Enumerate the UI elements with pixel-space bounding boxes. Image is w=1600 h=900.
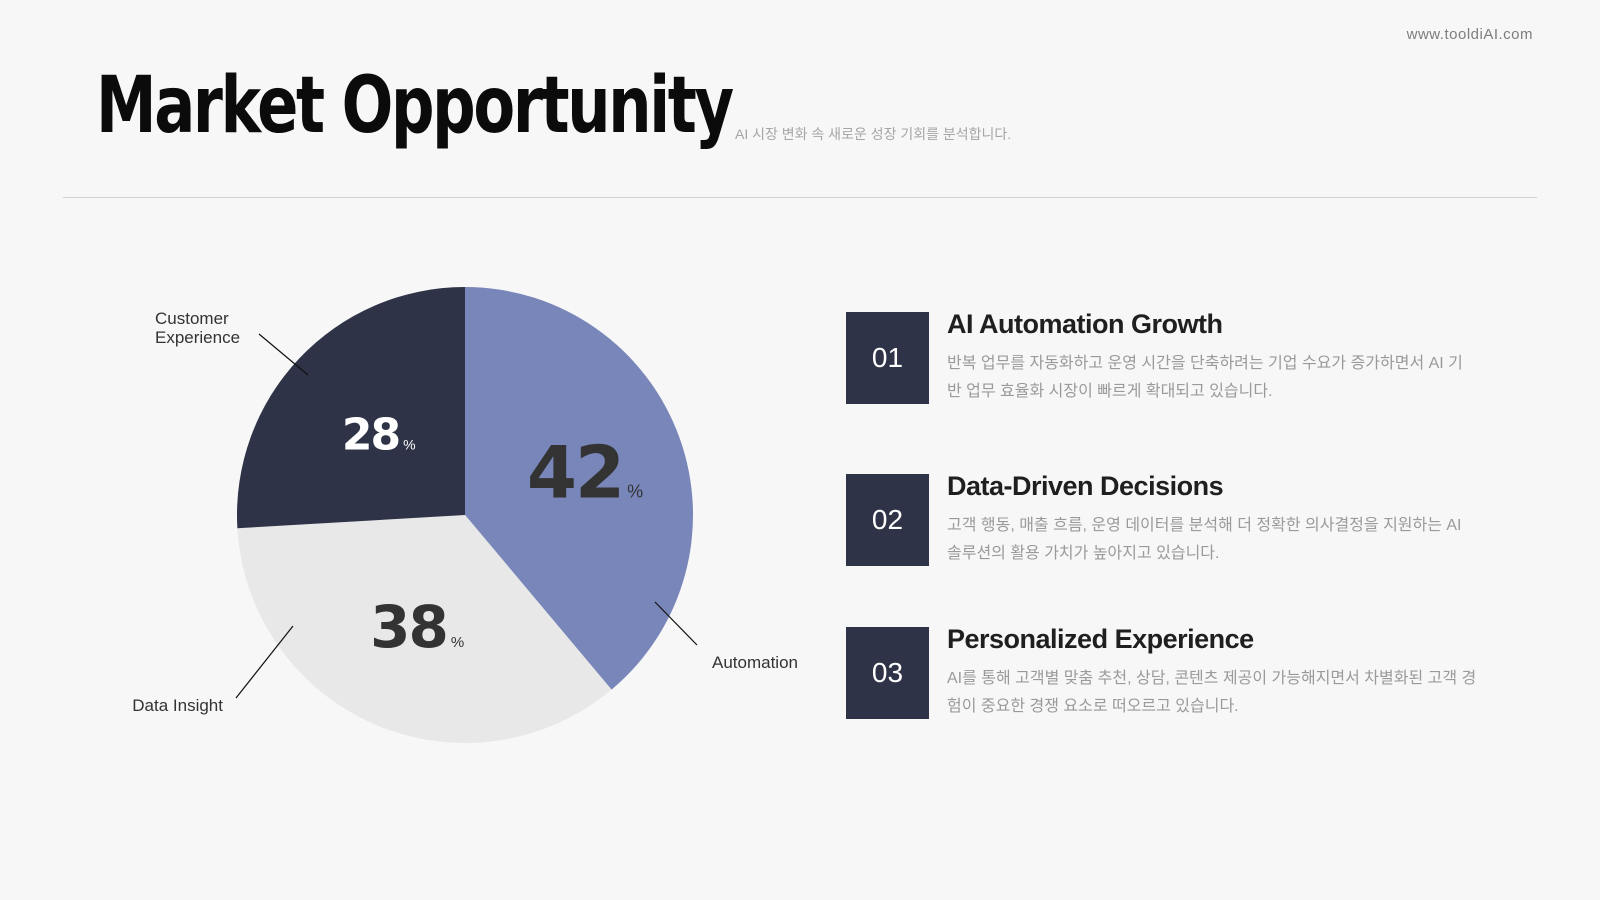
- pie-slice-automation: [465, 287, 693, 690]
- item-title: AI Automation Growth: [947, 309, 1223, 339]
- page-title: Market Opportunity: [96, 61, 734, 151]
- header-divider: [63, 197, 1537, 198]
- pie-value-label: 28%: [342, 409, 416, 460]
- site-url[interactable]: www.tooldiAI.com: [1406, 26, 1533, 43]
- pie-category-label: Automation: [712, 653, 798, 672]
- item-number-badge: 03: [846, 627, 929, 719]
- market-share-pie-chart: 42 % 38 % 28% Automation Data Insight Customer…: [132, 287, 798, 743]
- item-description: AI를 통해 고객별 맞춤 추천, 상담, 콘텐츠 제공이 가능해지면서 차별화…: [947, 670, 1477, 715]
- pie-category-label: Data Insight: [132, 696, 223, 715]
- pie-category-label: Customer Experience: [155, 309, 240, 347]
- pie-slice-data-insight: [237, 515, 612, 743]
- item-number-badge: 02: [846, 474, 929, 566]
- item-description: 반복 업무를 자동화하고 운영 시간을 단축하려는 기업 수요가 증가하면서 A…: [947, 355, 1463, 400]
- pie-value-label: 38%: [370, 593, 464, 661]
- pie-leader-line: [654, 601, 698, 646]
- opportunity-item-2: 02 Data-Driven Decisions 고객 행동, 매출 흐름, 운…: [846, 471, 1486, 569]
- page-subtitle: AI 시장 변화 속 새로운 성장 기회를 분석합니다.: [735, 126, 1012, 142]
- opportunity-item-1: 01 AI Automation Growth 반복 업무를 자동화하고 운영 …: [846, 309, 1486, 407]
- pie-leader-line: [235, 625, 294, 699]
- opportunity-item-3: 03 Personalized Experience AI를 통해 고객별 맞춤…: [846, 624, 1486, 722]
- item-title: Personalized Experience: [947, 624, 1254, 654]
- pie-slice-customer-experience: [237, 287, 465, 529]
- item-title: Data-Driven Decisions: [947, 471, 1224, 501]
- item-description: 고객 행동, 매출 흐름, 운영 데이터를 분석해 더 정확한 의사결정을 지원…: [947, 517, 1462, 562]
- pie-leader-line: [258, 333, 309, 376]
- pie-value-label: 42%: [527, 430, 643, 514]
- item-number-badge: 01: [846, 312, 929, 404]
